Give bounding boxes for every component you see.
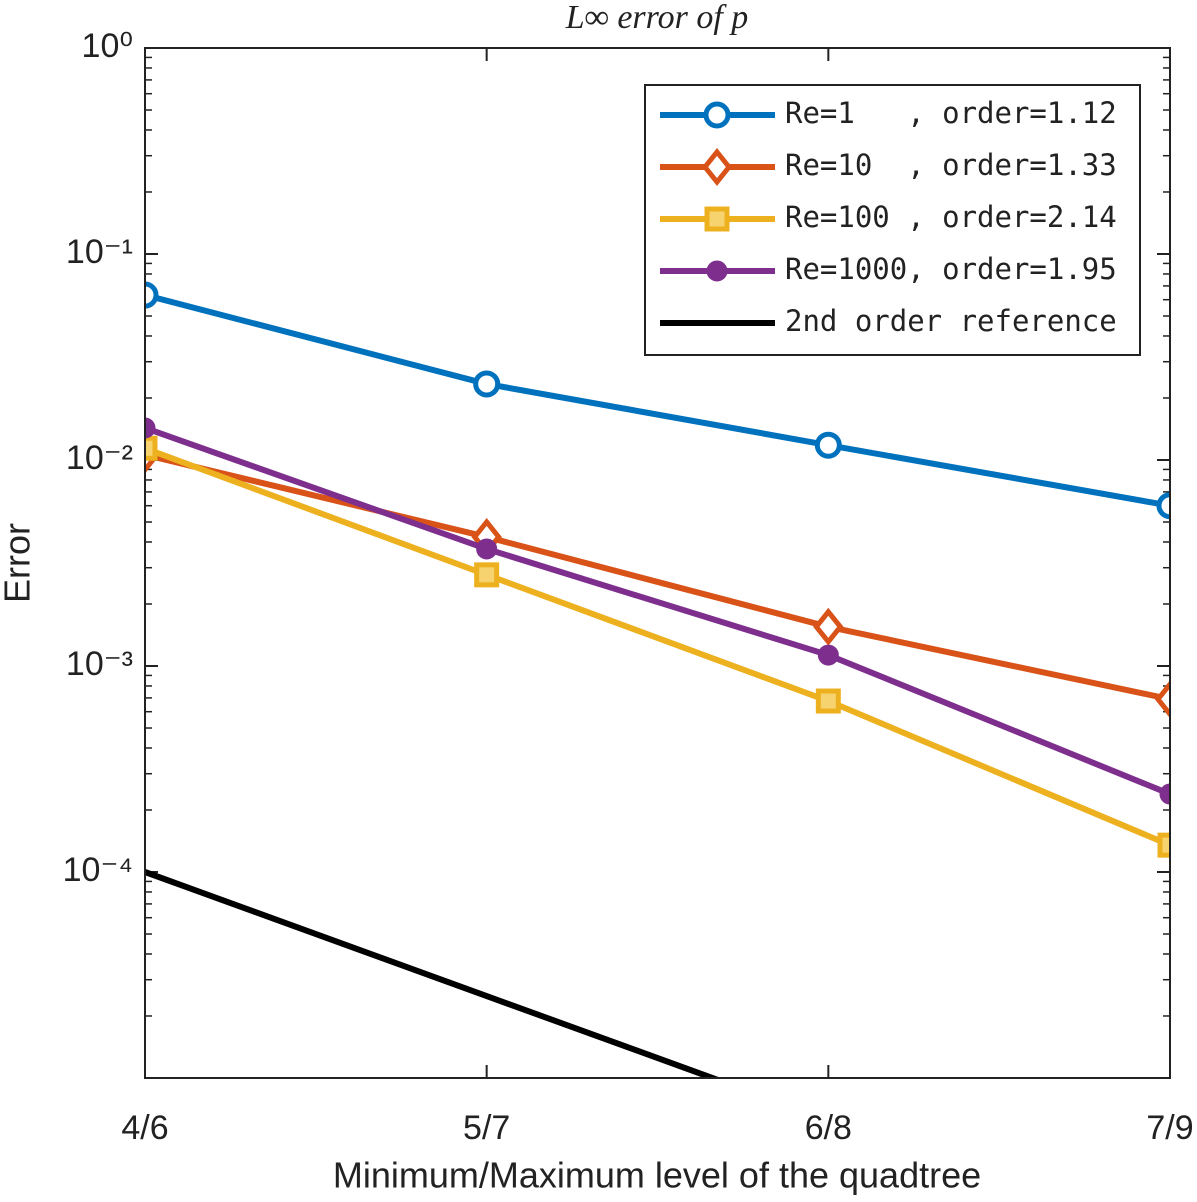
series-line [145,451,1170,703]
y-tick-label: 10⁰ [82,27,133,65]
plot-frame [144,47,1171,1079]
marker [1159,783,1170,805]
marker [813,607,844,646]
marker [145,281,159,309]
marker [1157,832,1170,858]
marker [476,538,498,560]
marker [145,417,156,439]
x-axis-label: Minimum/Maximum level of the quadtree [333,1155,981,1196]
marker [703,101,731,129]
marker [145,435,158,461]
marker [701,147,733,187]
series-line [145,292,1170,509]
series-line [145,445,1170,848]
series-line [145,425,1170,797]
x-tick-label: 5/7 [463,1109,510,1147]
legend-label: 2nd order reference [785,304,1117,338]
marker [706,260,728,282]
y-tick-label: 10⁻⁴ [63,851,133,889]
marker [704,206,730,232]
legend-label: Re=1 , order=1.12 [785,96,1117,130]
x-tick-label: 4/6 [121,1109,168,1147]
chart-title: L∞ error of p [565,0,749,36]
legend-label: Re=1000, order=1.95 [785,252,1117,286]
plot-area [145,281,1170,1078]
marker [817,644,839,666]
marker [815,688,841,714]
x-tick-label: 7/9 [1146,1109,1193,1147]
series-line [145,869,722,1078]
marker [814,431,842,459]
marker [1154,680,1170,719]
legend-label: Re=100 , order=2.14 [785,200,1117,234]
legend-label: Re=10 , order=1.33 [785,148,1117,182]
marker [473,370,501,398]
marker [1156,492,1170,520]
x-tick-label: 6/8 [805,1109,852,1147]
marker [474,562,500,588]
y-tick-label: 10⁻² [66,439,133,477]
y-tick-label: 10⁻¹ [66,233,133,271]
y-tick-label: 10⁻³ [66,645,133,683]
y-axis-label: Error [0,523,38,603]
